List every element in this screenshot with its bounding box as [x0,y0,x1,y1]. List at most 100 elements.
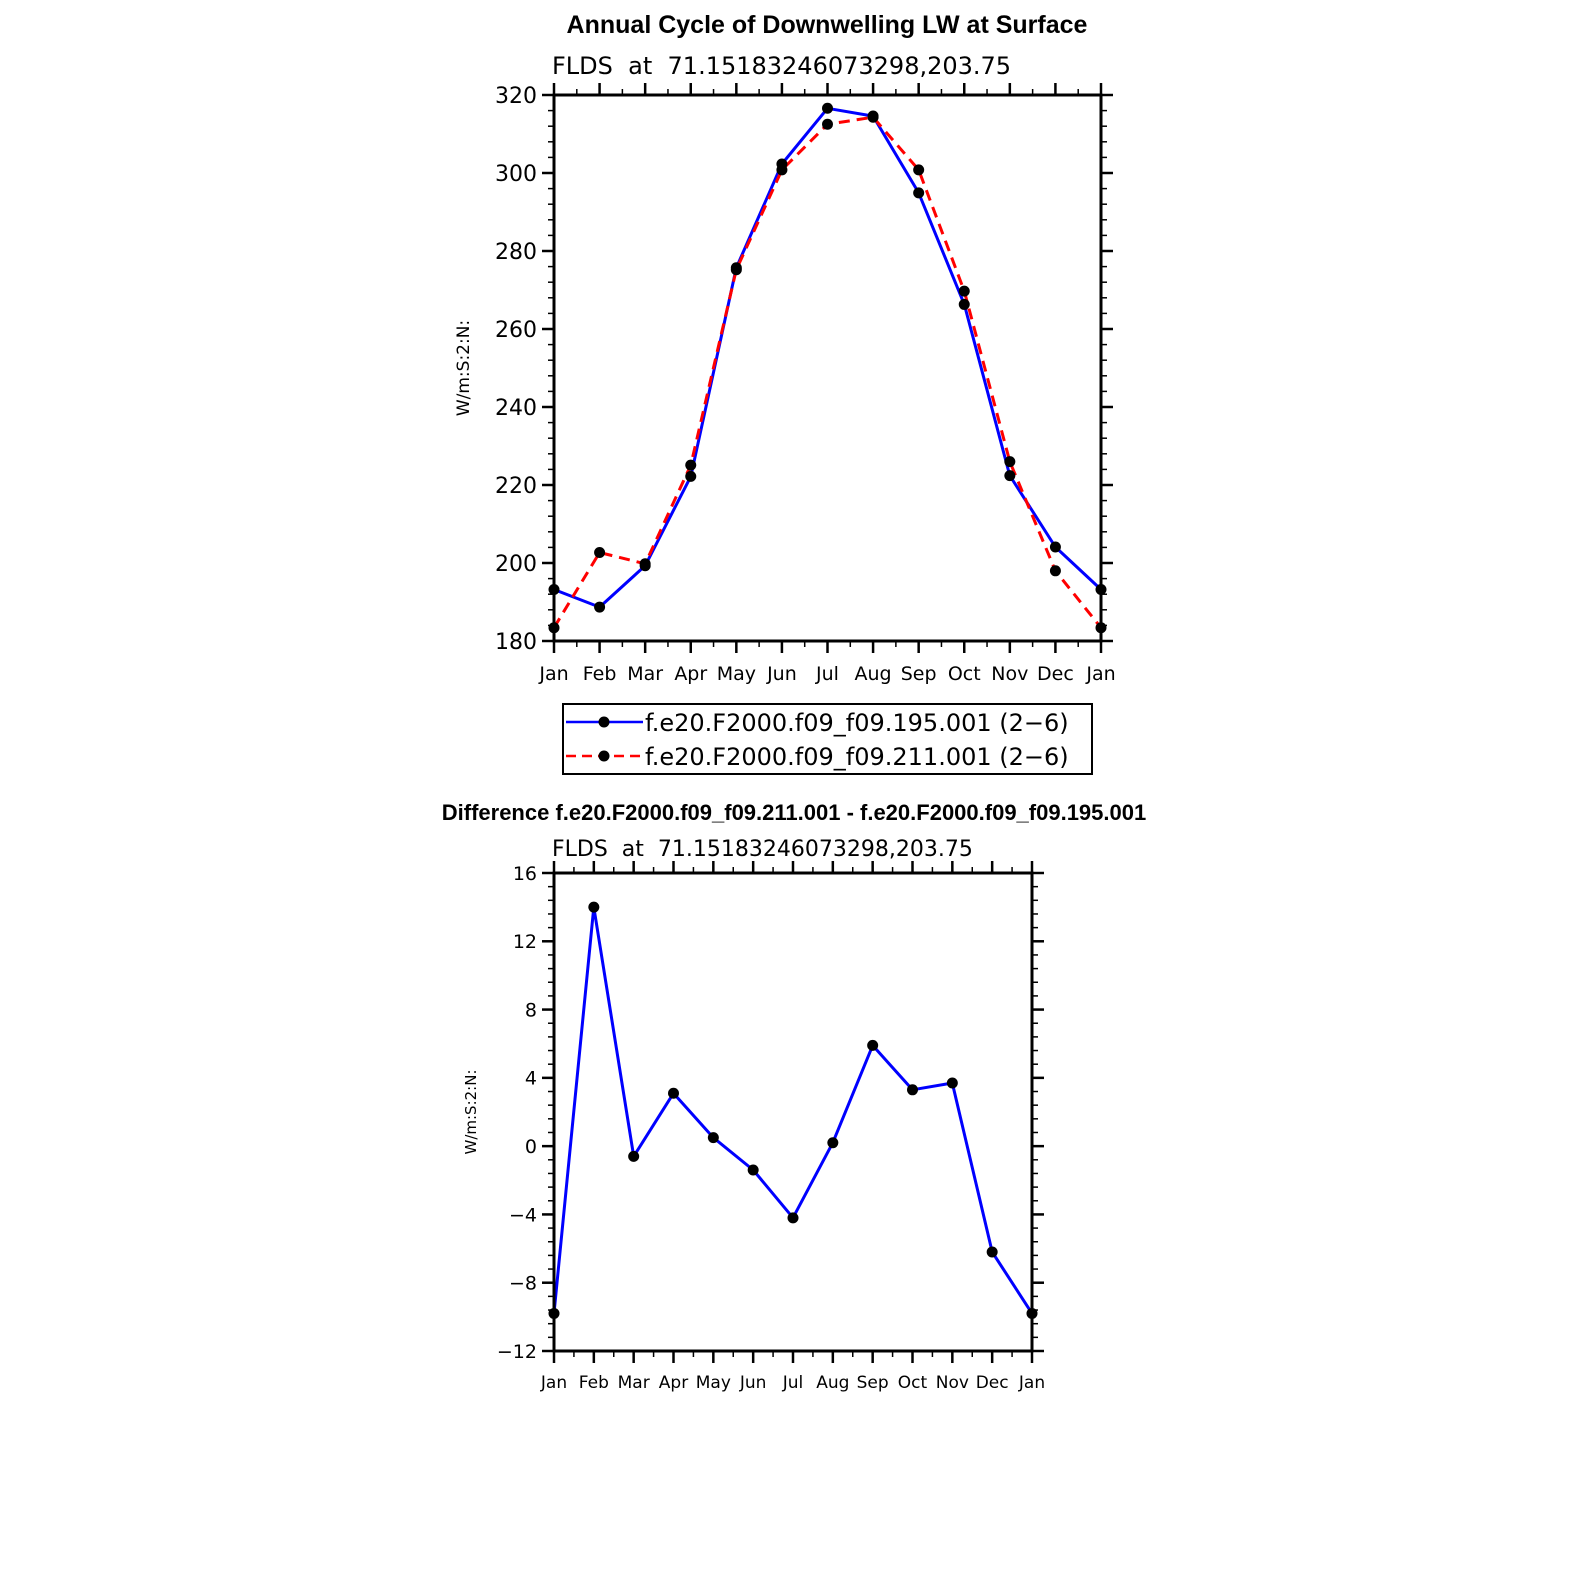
legend-label-series-1: f.e20.F2000.f09_f09.195.001 (2−6) [645,709,1069,737]
data-point-series-2 [730,264,742,276]
data-point-series-1 [594,601,606,613]
y-tick-label: 260 [495,318,537,343]
series-lines [552,106,1103,629]
data-point-series-2 [685,459,697,471]
x-tick-label: Aug [816,1373,849,1393]
x-tick-label: Feb [579,1373,609,1393]
chart-title: Difference f.e20.F2000.f09_f09.211.001 -… [442,800,1146,825]
data-point-series-1 [1049,541,1061,553]
series-markers [548,901,1038,1319]
chart-subtitle: FLDS at 71.15183246073298,203.75 [552,52,1011,80]
plot-frame [552,871,1034,1353]
x-tick-label: Nov [936,1373,969,1393]
data-point-series-2 [1004,456,1016,468]
data-point-series-1 [867,1039,879,1051]
y-tick-labels: 180 200 220 240 260 280 300 320 [495,84,537,655]
annual-cycle-chart: Annual Cycle of Downwelling LW at Surfac… [454,11,1116,775]
data-point-series-1 [707,1132,719,1144]
axis-ticks [542,861,1044,1363]
data-point-series-1 [685,470,697,482]
x-tick-label: Jul [815,663,839,685]
data-point-series-2 [958,285,970,297]
series-lines [552,905,1034,1315]
x-tick-label: Apr [674,663,707,685]
data-point-series-2 [867,111,879,123]
x-tick-label: Dec [1037,663,1074,685]
data-point-series-1 [1004,470,1016,482]
y-tick-label: 8 [525,999,537,1021]
y-tick-label: 0 [525,1136,537,1158]
y-axis-label: W/m:S:2:N: [462,1070,480,1155]
y-tick-label: 320 [495,84,537,109]
data-point-series-1 [958,298,970,310]
x-tick-label: Feb [583,663,617,685]
data-point-series-1 [986,1246,998,1258]
x-tick-labels: Jan Feb Mar Apr May Jun Jul Aug Sep Oct Nov Dec Jan [540,1373,1045,1393]
x-tick-label: May [717,663,756,685]
y-tick-label: 12 [513,931,537,953]
series-markers [548,102,1107,634]
difference-chart: Difference f.e20.F2000.f09_f09.211.001 -… [442,800,1146,1393]
data-point-series-2 [594,546,606,558]
data-point-series-1 [913,187,925,199]
axis-ticks [542,83,1113,653]
series-line-2 [552,115,1103,629]
y-tick-label: −4 [509,1204,537,1226]
y-tick-label: 4 [525,1068,537,1090]
y-tick-labels: −12 −8 −4 0 4 8 12 16 [497,863,537,1363]
data-point-series-2 [822,118,833,130]
x-tick-labels: Jan Feb Mar Apr May Jun Jul Aug Sep Oct Nov Dec Jan [538,663,1115,685]
data-point-series-1 [946,1077,958,1089]
y-tick-label: 300 [495,162,537,187]
x-tick-label: Nov [991,663,1028,685]
x-tick-label: Sep [857,1373,889,1393]
x-tick-label: Apr [659,1373,688,1393]
x-tick-label: Aug [855,663,892,685]
y-tick-label: 240 [495,396,537,421]
y-tick-label: −12 [497,1341,537,1363]
y-tick-label: 280 [495,240,537,265]
series-line-1 [553,106,1103,609]
x-tick-label: Mar [627,663,663,685]
x-tick-label: May [696,1373,731,1393]
data-point-series-1 [747,1164,759,1176]
y-axis-label: W/m:S:2:N: [454,320,474,416]
data-point-series-1 [827,1137,839,1149]
data-point-series-2 [639,558,651,570]
x-tick-label: Jan [1018,1373,1045,1393]
x-tick-label: Oct [898,1373,928,1393]
plot-frame [552,93,1103,643]
x-tick-label: Jun [766,663,797,685]
x-tick-label: Sep [901,663,937,685]
x-tick-label: Jan [538,663,568,685]
data-point-series-1 [907,1084,918,1096]
chart-subtitle: FLDS at 71.15183246073298,203.75 [552,837,973,862]
legend: f.e20.F2000.f09_f09.195.001 (2−6) f.e20.… [562,703,1093,775]
y-tick-label: 16 [513,863,537,885]
data-point-series-1 [668,1087,679,1099]
legend-marker-series-1 [598,716,610,728]
data-point-series-2 [913,164,925,176]
y-tick-label: −8 [509,1273,537,1295]
legend-marker-series-2 [598,750,610,762]
x-tick-label: Mar [618,1373,650,1393]
y-tick-label: 220 [495,474,537,499]
x-tick-label: Oct [948,663,981,685]
legend-label-series-2: f.e20.F2000.f09_f09.211.001 (2−6) [645,743,1069,771]
data-point-series-1 [822,102,833,114]
y-tick-label: 200 [495,552,537,577]
data-point-series-1 [787,1212,799,1224]
x-tick-label: Dec [976,1373,1009,1393]
data-point-series-2 [1049,565,1061,577]
x-tick-label: Jul [782,1373,804,1393]
data-point-series-1 [588,901,600,913]
legend-box [562,703,1093,775]
x-tick-label: Jan [540,1373,567,1393]
data-point-series-2 [776,164,788,176]
series-line-1 [552,905,1034,1315]
data-point-series-1 [628,1150,640,1162]
x-tick-label: Jun [739,1373,767,1393]
x-tick-label: Jan [1085,663,1115,685]
y-tick-label: 180 [495,630,537,655]
